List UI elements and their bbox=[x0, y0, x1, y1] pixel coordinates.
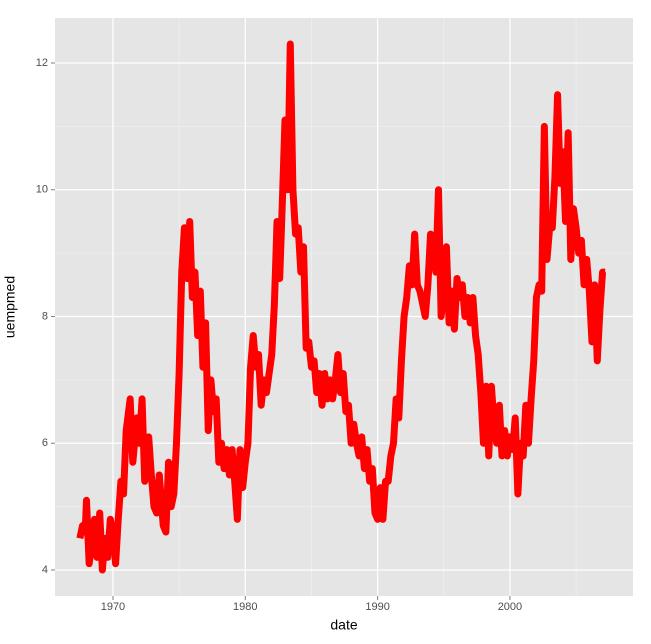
panel bbox=[55, 18, 633, 596]
y-axis-title: uempmed bbox=[2, 276, 18, 338]
x-axis-title: date bbox=[330, 617, 357, 633]
x-tick-label: 2000 bbox=[498, 601, 522, 613]
x-tick-label: 1990 bbox=[365, 601, 389, 613]
y-tick-label: 10 bbox=[36, 184, 48, 196]
line bbox=[76, 40, 607, 574]
x-tick-label: 1970 bbox=[101, 601, 125, 613]
y-tick-label: 4 bbox=[42, 564, 48, 576]
y-tick-label: 8 bbox=[42, 310, 48, 322]
x-tick-label: 1980 bbox=[233, 601, 257, 613]
y-tick-label: 12 bbox=[36, 57, 48, 69]
y-tick-label: 6 bbox=[42, 437, 48, 449]
